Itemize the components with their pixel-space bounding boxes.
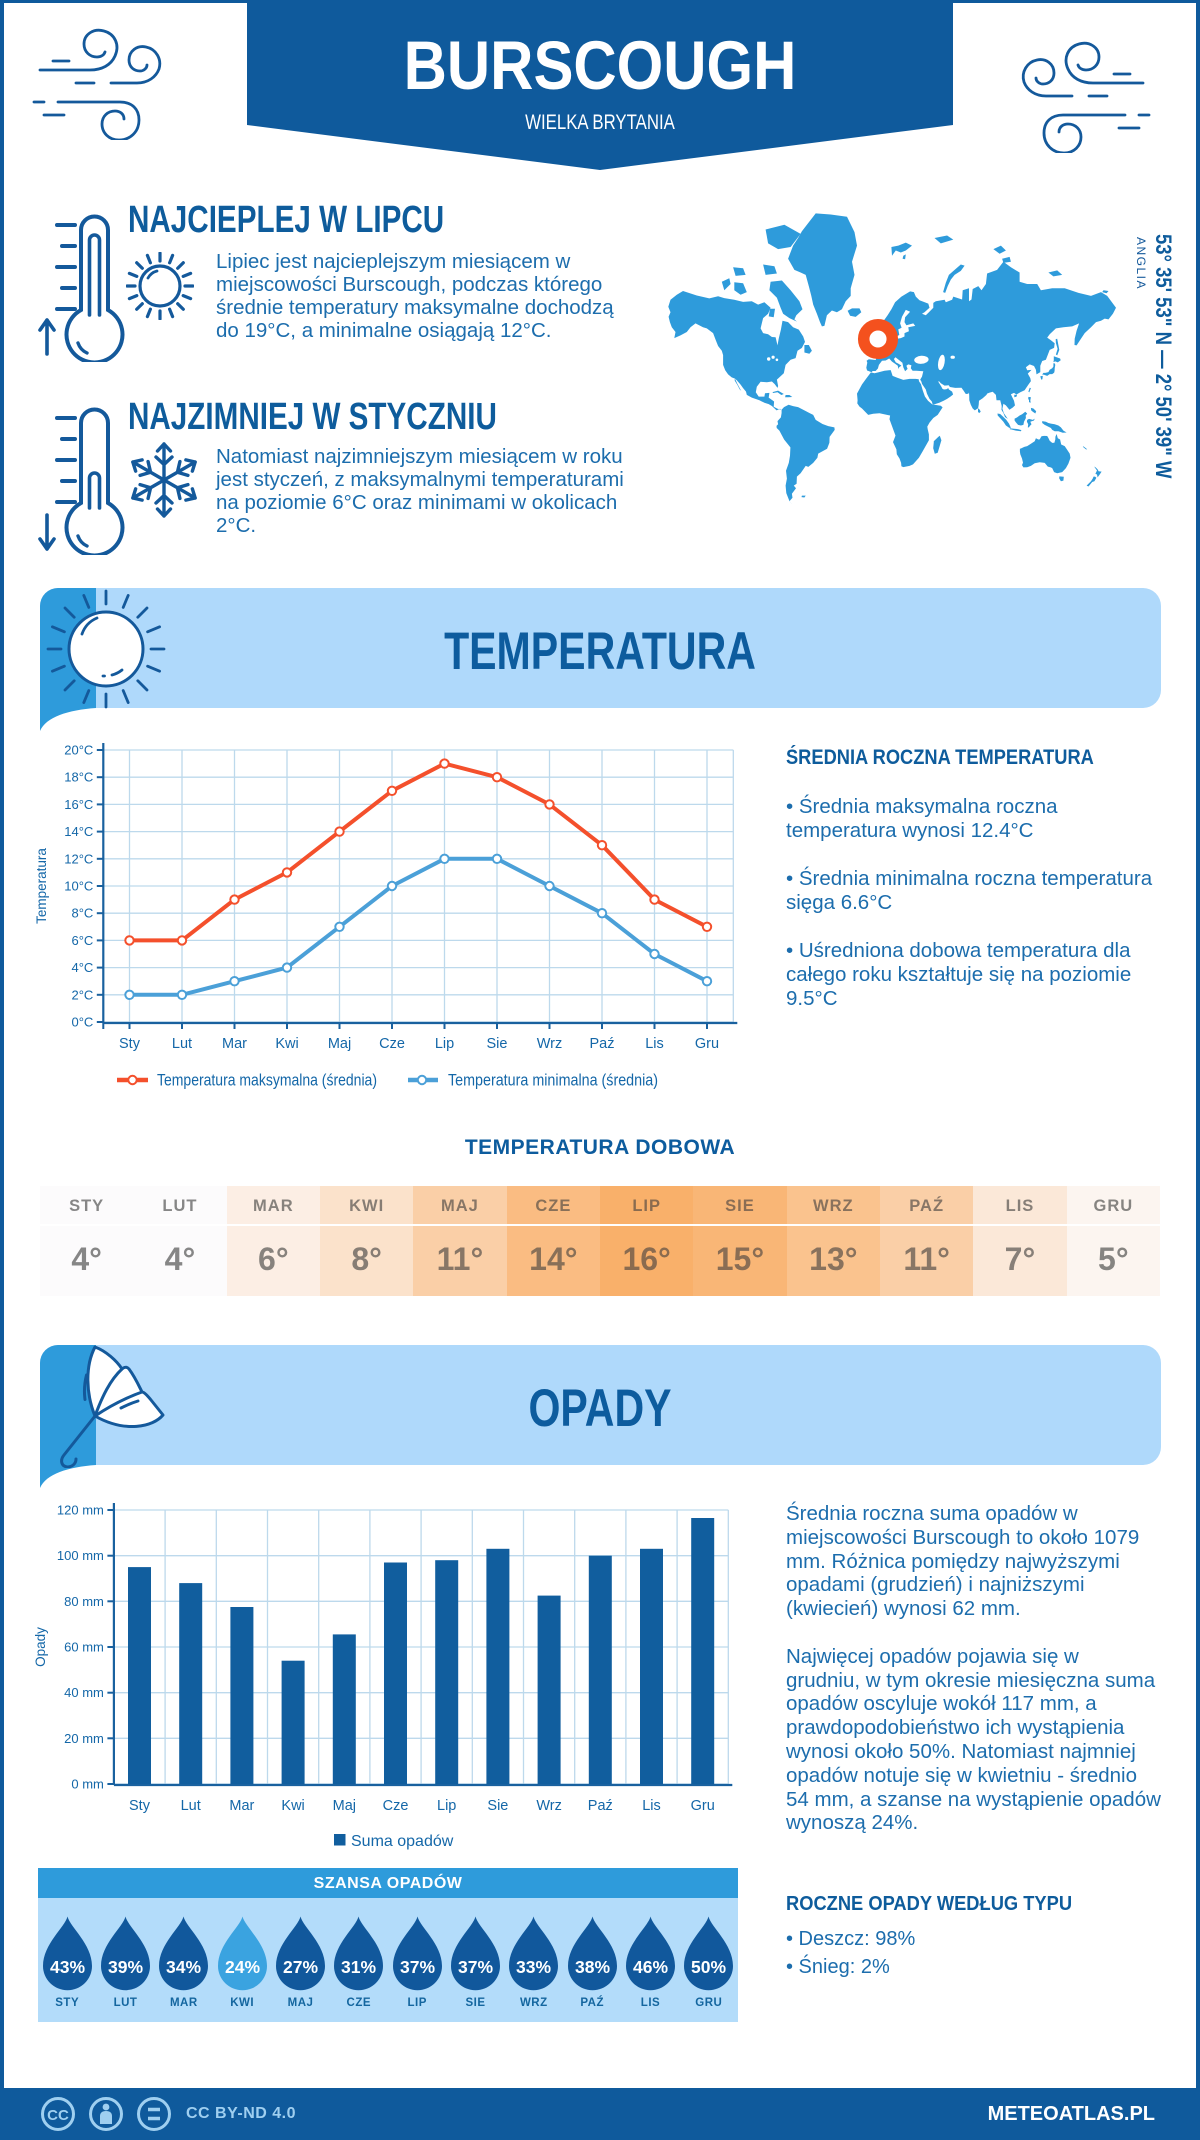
svg-text:37%: 37% [400,1957,435,1977]
svg-text:80 mm: 80 mm [64,1594,104,1609]
svg-text:Cze: Cze [379,1036,405,1052]
svg-text:60 mm: 60 mm [64,1640,104,1655]
svg-text:43%: 43% [50,1957,85,1977]
svg-text:20 mm: 20 mm [64,1731,104,1746]
svg-text:Paź: Paź [588,1798,613,1814]
svg-text:0°C: 0°C [71,1015,93,1030]
svg-text:33%: 33% [516,1957,551,1977]
svg-text:50%: 50% [691,1957,726,1977]
svg-text:14°C: 14°C [64,824,93,839]
svg-text:16°C: 16°C [64,797,93,812]
svg-text:39%: 39% [108,1957,143,1977]
svg-text:38%: 38% [575,1957,610,1977]
svg-text:Suma opadów: Suma opadów [351,1833,454,1850]
svg-text:Wrz: Wrz [537,1036,563,1052]
svg-text:Temperatura: Temperatura [34,848,49,924]
svg-text:Lis: Lis [645,1036,664,1052]
svg-text:Lut: Lut [172,1036,192,1052]
svg-text:Gru: Gru [695,1036,719,1052]
svg-text:Sie: Sie [487,1798,508,1814]
svg-text:12°C: 12°C [64,851,93,866]
svg-text:31%: 31% [341,1957,376,1977]
svg-text:Lut: Lut [181,1798,201,1814]
svg-text:Lis: Lis [642,1798,661,1814]
svg-text:Temperatura maksymalna (średni: Temperatura maksymalna (średnia) [157,1071,377,1090]
svg-text:Gru: Gru [691,1798,715,1814]
svg-text:4°C: 4°C [71,960,93,975]
svg-text:0 mm: 0 mm [71,1777,104,1792]
svg-text:Mar: Mar [229,1798,254,1814]
svg-text:Temperatura minimalna (średnia: Temperatura minimalna (średnia) [448,1071,658,1090]
svg-text:Wrz: Wrz [536,1798,562,1814]
svg-text:Maj: Maj [328,1036,351,1052]
svg-text:Paź: Paź [590,1036,615,1052]
svg-text:8°C: 8°C [71,906,93,921]
svg-text:2°C: 2°C [71,987,93,1002]
svg-text:Kwi: Kwi [275,1036,298,1052]
svg-text:Sty: Sty [129,1798,151,1814]
svg-text:Sie: Sie [487,1036,508,1052]
svg-text:Maj: Maj [333,1798,356,1814]
svg-text:Opady: Opady [33,1627,48,1667]
svg-text:34%: 34% [166,1957,201,1977]
svg-text:27%: 27% [283,1957,318,1977]
svg-text:Lip: Lip [435,1036,454,1052]
svg-text:Lip: Lip [437,1798,456,1814]
svg-text:18°C: 18°C [64,770,93,785]
svg-text:Kwi: Kwi [281,1798,304,1814]
svg-text:120 mm: 120 mm [57,1503,104,1518]
svg-text:24%: 24% [225,1957,260,1977]
svg-text:37%: 37% [458,1957,493,1977]
svg-text:CC: CC [47,2107,69,2124]
svg-text:100 mm: 100 mm [57,1548,104,1563]
svg-text:46%: 46% [633,1957,668,1977]
svg-text:40 mm: 40 mm [64,1685,104,1700]
svg-text:6°C: 6°C [71,933,93,948]
svg-text:Cze: Cze [383,1798,409,1814]
svg-text:20°C: 20°C [64,743,93,758]
svg-text:Sty: Sty [119,1036,141,1052]
svg-text:10°C: 10°C [64,879,93,894]
svg-text:Mar: Mar [222,1036,247,1052]
